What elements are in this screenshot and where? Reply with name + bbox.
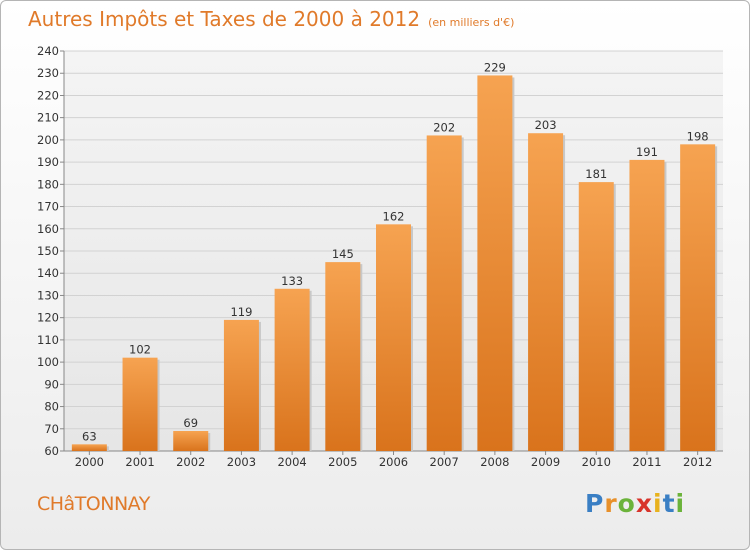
bar [578, 182, 614, 451]
x-tick-label: 2005 [328, 455, 357, 469]
bar-value-label: 69 [183, 416, 198, 430]
x-tick-label: 2012 [683, 455, 712, 469]
x-tick-label: 2001 [125, 455, 154, 469]
x-tick-label: 2008 [480, 455, 509, 469]
bar [376, 224, 411, 451]
y-tick-label: 80 [44, 400, 59, 414]
y-tick-label: 140 [37, 266, 59, 280]
bar [680, 144, 716, 452]
x-tick-label: 2000 [75, 455, 104, 469]
chart-title: Autres Impôts et Taxes de 2000 à 2012 (en… [28, 7, 514, 31]
y-tick-label: 150 [37, 244, 59, 258]
y-tick-label: 70 [44, 422, 59, 436]
bar-value-label: 191 [636, 145, 658, 159]
y-tick-label: 130 [37, 288, 59, 302]
chart-title-text: Autres Impôts et Taxes de 2000 à 2012 [28, 7, 421, 31]
y-tick-label: 100 [37, 355, 59, 369]
logo-letter: i [675, 489, 686, 518]
bar [426, 135, 462, 451]
y-tick-label: 210 [37, 111, 59, 125]
bar-value-label: 203 [535, 118, 557, 132]
bar [173, 431, 209, 451]
bar [325, 262, 361, 451]
x-tick-label: 2009 [531, 455, 560, 469]
y-tick-label: 230 [37, 66, 59, 80]
bar-value-label: 119 [230, 305, 252, 319]
y-tick-label: 200 [37, 133, 59, 147]
y-tick-label: 240 [37, 44, 59, 58]
bar-value-label: 102 [129, 343, 151, 357]
x-tick-label: 2010 [582, 455, 611, 469]
label-layer: 60 70 80 90 100 110 120 130 140 150 160 170 180 190 20… [37, 44, 712, 469]
bar-value-label: 229 [484, 60, 506, 74]
y-tick-label: 60 [44, 444, 59, 458]
x-tick-label: 2006 [379, 455, 408, 469]
y-tick-label: 120 [37, 311, 59, 325]
bar [223, 319, 259, 451]
bar [629, 159, 665, 451]
bar [528, 133, 564, 451]
x-tick-label: 2003 [227, 455, 256, 469]
y-tick-label: 110 [37, 333, 59, 347]
commune-name: CHâTONNAY [37, 493, 150, 515]
logo-letter: i [653, 489, 663, 518]
logo-letter: o [617, 489, 636, 518]
chart-subtitle: (en milliers d'€) [428, 16, 515, 29]
bar [122, 357, 158, 451]
y-tick-label: 220 [37, 88, 59, 102]
x-tick-label: 2004 [277, 455, 306, 469]
bar-value-label: 63 [82, 429, 97, 443]
bar [477, 75, 513, 451]
proxiti-logo: Proxiti [585, 489, 685, 518]
y-tick-label: 180 [37, 177, 59, 191]
bar-layer [71, 75, 718, 452]
y-tick-label: 160 [37, 222, 59, 236]
y-tick-label: 190 [37, 155, 59, 169]
bar [71, 444, 107, 451]
y-tick-label: 170 [37, 200, 59, 214]
bar-value-label: 145 [332, 247, 354, 261]
logo-letter: x [635, 489, 653, 518]
bar [274, 288, 310, 451]
bar-value-label: 133 [281, 274, 303, 288]
bar-value-label: 181 [585, 167, 607, 181]
logo-letter: t [662, 489, 676, 518]
bar-value-label: 162 [383, 209, 405, 223]
bar-value-label: 202 [433, 120, 455, 134]
bar-value-label: 198 [687, 129, 709, 143]
x-tick-label: 2007 [430, 455, 459, 469]
logo-letter: r [604, 489, 618, 518]
x-tick-label: 2002 [176, 455, 205, 469]
x-tick-label: 2011 [632, 455, 661, 469]
y-tick-label: 90 [44, 377, 59, 391]
logo-letter: P [585, 489, 605, 518]
